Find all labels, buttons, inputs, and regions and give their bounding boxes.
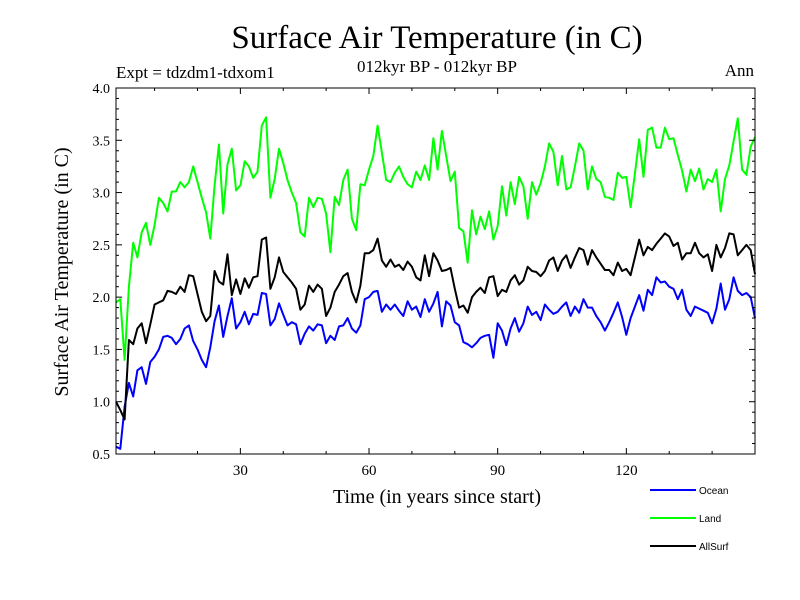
y-tick-label: 1.0: [93, 396, 111, 411]
x-tick-label: 30: [233, 463, 248, 479]
y-tick-label: 3.0: [93, 187, 111, 202]
series-line-land: [115, 116, 756, 361]
chart-title: Surface Air Temperature (in C): [231, 20, 642, 56]
x-axis-label: Time (in years since start): [333, 486, 541, 508]
legend-label-allsurf: AllSurf: [699, 542, 729, 553]
y-axis-label: Surface Air Temperature (in C): [51, 147, 73, 396]
y-tick-label: 3.5: [93, 134, 111, 149]
legend-label-land: Land: [699, 514, 721, 525]
y-tick-label: 4.0: [93, 82, 111, 97]
series-layer: [115, 116, 756, 450]
period-label: Ann: [725, 61, 755, 80]
plot-frame: [115, 87, 756, 455]
y-tick-label: 0.5: [93, 448, 111, 463]
x-tick-label: 90: [490, 463, 505, 479]
legend-label-ocean: Ocean: [699, 486, 728, 497]
y-tick-label: 2.5: [93, 239, 111, 254]
series-line-ocean: [115, 276, 756, 450]
legend: Ocean Land AllSurf: [650, 486, 729, 553]
y-tick-label: 2.0: [93, 291, 111, 306]
x-tick-label: 120: [615, 463, 638, 479]
experiment-label: Expt = tdzdm1-tdxom1: [116, 63, 275, 82]
chart-subtitle: 012kyr BP - 012kyr BP: [357, 57, 517, 76]
x-tick-label: 60: [362, 463, 377, 479]
series-line-allsurf: [115, 232, 756, 421]
y-tick-label: 1.5: [93, 343, 111, 358]
